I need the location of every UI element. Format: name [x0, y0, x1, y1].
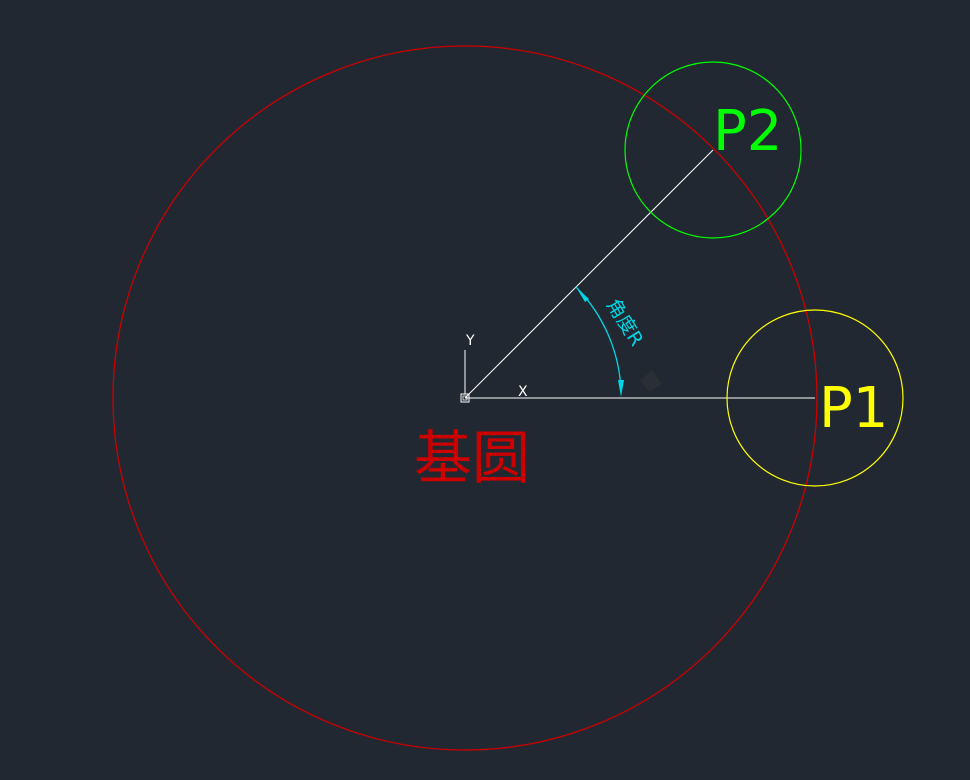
p1-label: P1	[819, 376, 888, 441]
base-circle[interactable]	[112, 45, 818, 751]
base-circle-label: 基圆	[414, 424, 530, 492]
ucs-origin-box-inner	[462, 395, 468, 401]
angle-arrowhead-end	[618, 380, 624, 397]
p2-label: P2	[713, 99, 782, 164]
ucs-x-label: X	[518, 384, 528, 400]
p2-circle[interactable]	[624, 61, 802, 239]
angle-dimension-mask	[640, 370, 662, 392]
line-to-p2[interactable]	[464, 149, 714, 399]
ucs-origin-box	[460, 393, 470, 403]
p1-circle[interactable]	[726, 309, 904, 487]
angle-arrowhead-start	[576, 287, 589, 302]
ucs-y-label: Y	[465, 333, 475, 349]
ucs-icon: Y X	[460, 333, 528, 403]
